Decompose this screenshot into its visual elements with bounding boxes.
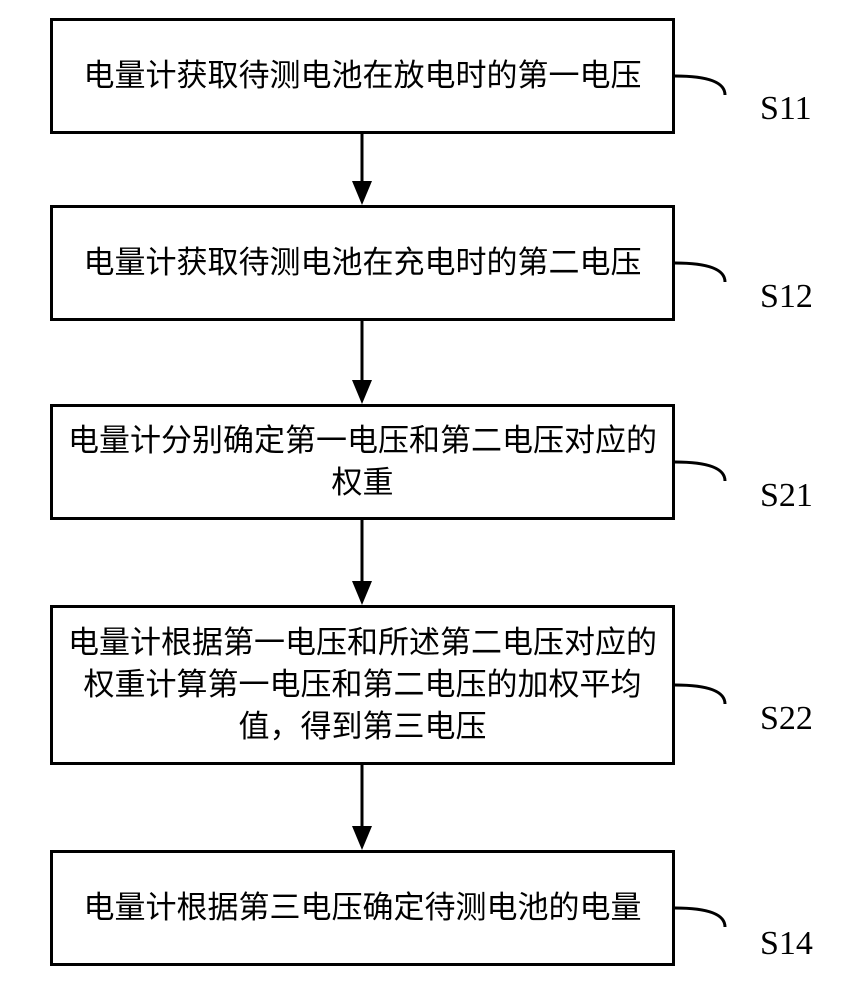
flowchart-canvas: 电量计获取待测电池在放电时的第一电压电量计获取待测电池在充电时的第二电压电量计分… — [0, 0, 867, 1000]
step-label-s14: S14 — [760, 925, 813, 963]
flow-node-3: 电量计分别确定第一电压和第二电压对应的权重 — [50, 404, 675, 520]
edge-arrowhead-4 — [352, 826, 372, 850]
edge-arrowhead-1 — [352, 181, 372, 205]
step-label-s21: S21 — [760, 477, 813, 515]
flow-node-text: 电量计获取待测电池在放电时的第一电压 — [84, 55, 642, 97]
edge-arrowhead-2 — [352, 380, 372, 404]
label-connector-2 — [675, 263, 725, 282]
label-connector-3 — [675, 462, 725, 481]
flow-node-2: 电量计获取待测电池在充电时的第二电压 — [50, 205, 675, 321]
edge-arrowhead-3 — [352, 581, 372, 605]
flow-node-text: 电量计获取待测电池在充电时的第二电压 — [84, 242, 642, 284]
flow-node-5: 电量计根据第三电压确定待测电池的电量 — [50, 850, 675, 966]
step-label-s22: S22 — [760, 700, 813, 738]
step-label-s11: S11 — [760, 90, 812, 128]
label-connector-1 — [675, 76, 725, 95]
label-connector-4 — [675, 685, 725, 704]
flow-node-4: 电量计根据第一电压和所述第二电压对应的权重计算第一电压和第二电压的加权平均值，得… — [50, 605, 675, 765]
flow-node-text: 电量计根据第一电压和所述第二电压对应的权重计算第一电压和第二电压的加权平均值，得… — [65, 622, 660, 748]
flow-node-1: 电量计获取待测电池在放电时的第一电压 — [50, 18, 675, 134]
flow-node-text: 电量计分别确定第一电压和第二电压对应的权重 — [65, 420, 660, 504]
label-connector-5 — [675, 908, 725, 927]
flow-node-text: 电量计根据第三电压确定待测电池的电量 — [84, 887, 642, 929]
step-label-s12: S12 — [760, 278, 813, 316]
